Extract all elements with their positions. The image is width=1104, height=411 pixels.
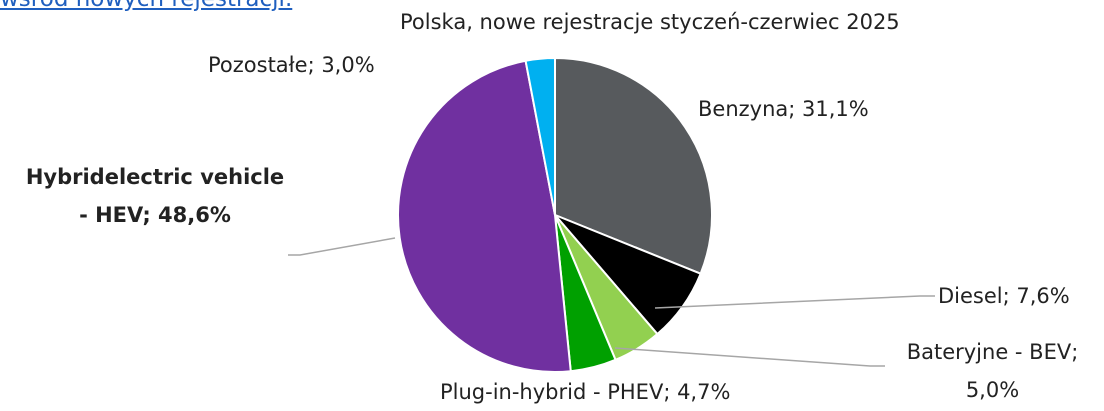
pie-slice (524, 56, 556, 216)
chart-title: Polska, nowe rejestracje styczeń-czerwie… (400, 10, 900, 34)
link[interactable]: wśród nowych rejestracji. (0, 0, 292, 12)
data-label: Benzyna; 31,1% (698, 97, 869, 121)
pie-slice (397, 59, 572, 373)
data-label: Diesel; 7,6% (938, 284, 1070, 308)
leader-line (654, 295, 935, 309)
data-label: Hybridelectric vehicle - HEV; 48,6% (25, 165, 285, 227)
data-label: Bateryjne - BEV; 5,0% (906, 340, 1079, 402)
leader-line (614, 347, 885, 367)
pie-slice (554, 56, 713, 276)
data-label: Plug-in-hybrid - PHEV; 4,7% (440, 380, 731, 404)
data-label: Pozostałe; 3,0% (208, 53, 375, 77)
leader-line (288, 237, 396, 256)
